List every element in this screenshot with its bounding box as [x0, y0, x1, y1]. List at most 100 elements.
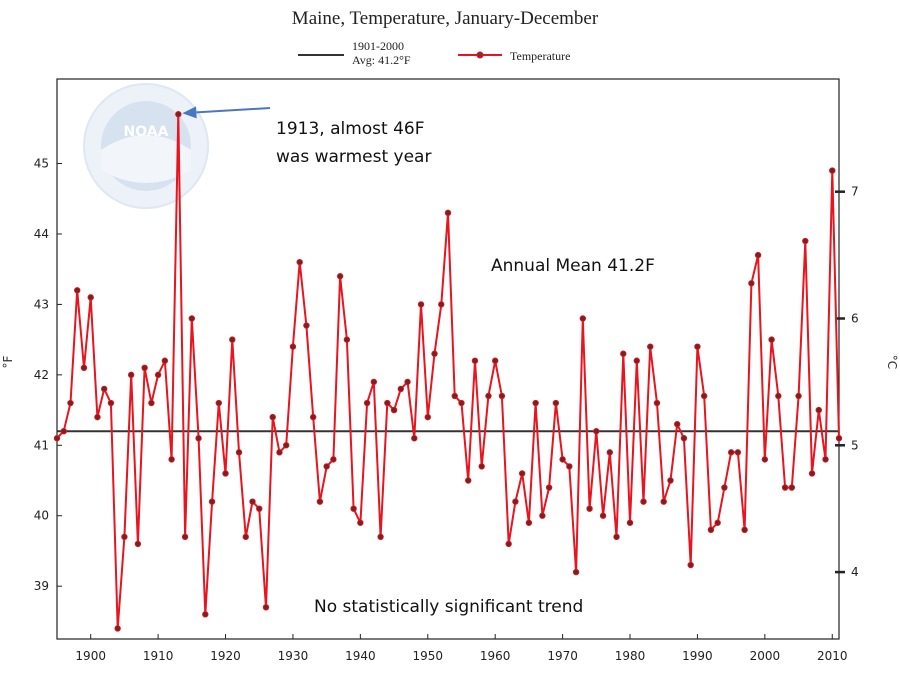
temperature-point: [586, 505, 593, 512]
temperature-point: [768, 336, 775, 343]
temperature-point: [667, 477, 674, 484]
temperature-point: [370, 378, 378, 386]
temperature-point: [107, 399, 115, 407]
temperature-point: [714, 519, 721, 526]
temperature-point: [377, 533, 384, 541]
temperature-point: [208, 498, 216, 505]
temperature-point: [404, 378, 411, 386]
temperature-point: [802, 237, 809, 245]
temperature-point: [249, 498, 256, 505]
x-tick-label: 1910: [143, 649, 174, 663]
annotation-no-trend: No statistically significant trend: [314, 597, 583, 617]
temperature-point: [505, 540, 512, 548]
temperature-point: [572, 568, 580, 576]
temperature-point: [350, 505, 357, 512]
temperature-point: [579, 315, 587, 322]
legend: 1901-2000 Avg: 41.2°F Temperature: [298, 39, 570, 67]
temperature-point: [458, 399, 465, 407]
temperature-point: [707, 526, 715, 534]
temperature-point: [741, 526, 748, 534]
temperature-point: [235, 449, 243, 456]
annotation-arrow: [196, 107, 271, 114]
y-tick-label-right: 5: [851, 438, 859, 452]
temperature-point: [835, 435, 843, 442]
temperature-point: [491, 357, 499, 364]
y-axis-right: 4 5 6 7: [835, 185, 859, 579]
temperature-point: [424, 413, 431, 421]
temperature-point: [613, 533, 620, 541]
temperature-point: [60, 428, 67, 435]
y-tick-label-right: 4: [851, 565, 859, 579]
temperature-point: [181, 533, 189, 541]
x-tick-label: 1950: [413, 649, 444, 663]
temperature-point: [316, 498, 324, 505]
temperature-point: [114, 625, 121, 632]
temperature-point: [674, 420, 681, 428]
temperature-point: [653, 399, 661, 407]
temperature-point: [134, 540, 142, 548]
temperature-point: [700, 392, 708, 400]
temperature-point: [417, 301, 425, 308]
temperature-point: [808, 470, 816, 477]
temperature-point: [309, 413, 317, 421]
temperature-point: [229, 336, 236, 343]
temperature-point: [74, 287, 81, 294]
temperature-point: [525, 519, 533, 526]
temperature-point: [154, 371, 162, 379]
temperature-point: [640, 498, 647, 505]
temperature-point: [161, 357, 169, 364]
y-tick-label-left: 42: [34, 368, 49, 382]
x-axis: 1900 1910 1920 1930 1940 1950 1960 1970 1980 1990…: [75, 634, 848, 663]
temperature-point: [215, 399, 222, 407]
annotation-arrowhead: [182, 106, 197, 119]
temperature-point: [438, 301, 445, 308]
temperature-point: [829, 167, 836, 174]
chart-title: Maine, Temperature, January-December: [292, 8, 599, 29]
x-tick-label: 1930: [278, 649, 309, 663]
temperature-point: [397, 385, 405, 393]
x-tick-label: 1960: [480, 649, 511, 663]
x-tick-label: 2010: [817, 649, 848, 663]
temperature-point: [734, 449, 742, 456]
temperature-point: [148, 399, 155, 407]
temperature-point: [276, 449, 283, 456]
temperature-point: [748, 280, 755, 287]
temperature-point: [303, 322, 310, 329]
temperature-point: [781, 484, 789, 491]
temperature-point: [451, 392, 458, 400]
legend-average-label-line2: Avg: 41.2°F: [352, 53, 411, 67]
temperature-point: [775, 392, 782, 400]
y-tick-label-left: 44: [34, 227, 49, 241]
y-axis-label-right: °C: [885, 355, 899, 369]
temperature-point: [721, 484, 728, 491]
x-tick-label: 1970: [547, 649, 578, 663]
temperature-point: [539, 512, 546, 519]
y-tick-label-right: 6: [851, 311, 859, 325]
temperature-point: [444, 209, 452, 217]
temperature-point: [620, 350, 627, 357]
temperature-point: [761, 456, 769, 463]
temperature-point: [330, 456, 337, 463]
temperature-point: [141, 364, 148, 372]
temperature-point: [471, 357, 479, 364]
y-tick-label-left: 41: [34, 438, 49, 452]
temperature-point: [202, 611, 209, 618]
y-tick-label-left: 39: [34, 579, 49, 593]
temperature-point: [606, 449, 613, 456]
temperature-point: [67, 399, 74, 407]
temperature-point: [343, 336, 351, 343]
y-axis-label-left: °F: [1, 355, 15, 368]
temperature-point: [559, 456, 566, 463]
temperature-point: [626, 519, 634, 526]
y-tick-label-right: 7: [851, 185, 859, 199]
y-axis-left: 39 40 41 42 43 44 45: [34, 157, 62, 593]
temperature-point: [727, 449, 735, 456]
temperature-point: [566, 463, 573, 470]
temperature-point: [795, 392, 802, 400]
x-tick-label: 1940: [345, 649, 376, 663]
temperature-point: [168, 456, 175, 463]
temperature-point: [680, 435, 688, 442]
temperature-point: [754, 251, 762, 259]
noaa-logo: NOAA: [83, 83, 209, 209]
temperature-point: [188, 315, 196, 322]
